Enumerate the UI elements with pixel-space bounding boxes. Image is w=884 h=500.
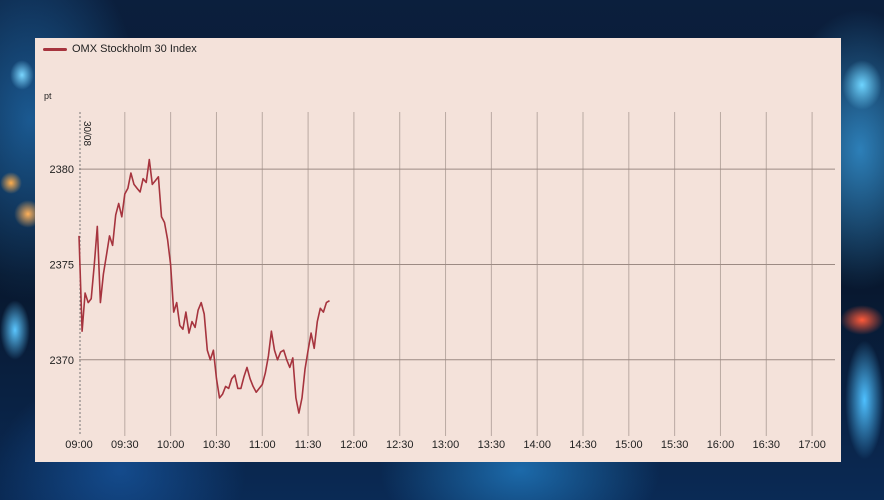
legend-swatch <box>43 47 67 51</box>
x-tick-label: 11:30 <box>295 439 322 451</box>
x-tick-label: 11:00 <box>249 439 276 451</box>
y-axis-label: pt <box>44 91 52 101</box>
legend-label: OMX Stockholm 30 Index <box>72 43 197 55</box>
grid <box>79 112 835 436</box>
x-tick-label: 15:00 <box>615 439 643 451</box>
background-light-glow <box>10 60 34 90</box>
series-line-omx-stockholm-30 <box>78 158 330 414</box>
x-tick-label: 09:30 <box>111 439 139 451</box>
background-light-glow <box>845 340 884 460</box>
x-tick-label: 15:30 <box>661 439 689 451</box>
y-axis-ticks: 2370 2375 2380 <box>50 164 74 367</box>
background-light-glow <box>0 300 30 360</box>
x-tick-label: 17:00 <box>798 439 826 451</box>
x-tick-label: 10:30 <box>203 439 231 451</box>
x-tick-label: 10:00 <box>157 439 185 451</box>
x-tick-label: 09:00 <box>65 439 93 451</box>
background-light-glow <box>840 305 884 335</box>
x-tick-label: 13:30 <box>478 439 506 451</box>
date-annotation: 30/08 <box>81 121 92 146</box>
y-tick-label: 2380 <box>50 164 74 176</box>
x-tick-label: 13:00 <box>432 439 460 451</box>
x-tick-label: 12:30 <box>386 439 414 451</box>
y-tick-label: 2370 <box>50 355 74 367</box>
background-light-glow <box>0 172 22 194</box>
x-tick-label: 12:00 <box>340 439 368 451</box>
chart-legend[interactable]: OMX Stockholm 30 Index <box>43 42 197 56</box>
background-light-glow <box>842 60 882 110</box>
y-tick-label: 2375 <box>50 259 74 271</box>
x-axis-ticks: 09:00 09:30 10:00 10:30 11:00 11:30 12:00 12:30… <box>65 439 826 451</box>
x-tick-label: 14:00 <box>523 439 551 451</box>
x-tick-label: 16:30 <box>753 439 781 451</box>
x-tick-label: 16:00 <box>707 439 735 451</box>
x-tick-label: 14:30 <box>569 439 597 451</box>
